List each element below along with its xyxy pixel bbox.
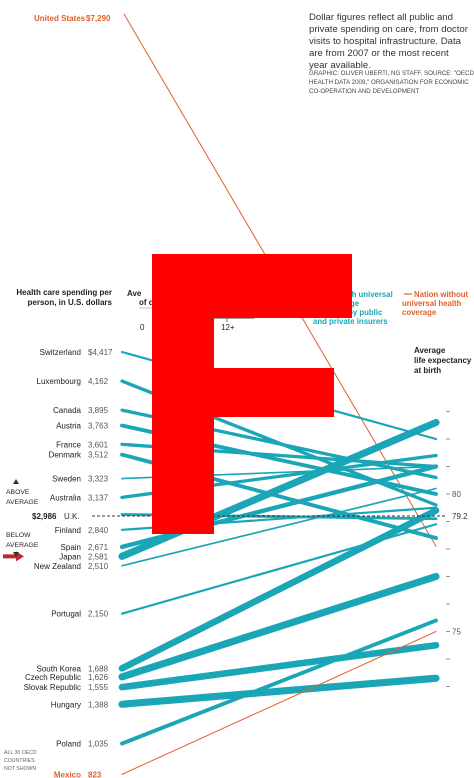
spending-value: 1,388	[88, 700, 109, 709]
average-spending-label: $2,986	[32, 512, 57, 521]
spending-value: 3,601	[88, 440, 109, 449]
country-label: Poland	[56, 740, 81, 749]
japan-arrow-icon	[3, 551, 24, 562]
country-label: Australia	[50, 493, 82, 502]
footnote-text: NOT SHOWN	[4, 766, 36, 772]
spending-value: 3,323	[88, 475, 109, 484]
country-label: Denmark	[49, 451, 82, 460]
country-label: Sweden	[52, 475, 81, 484]
average-life-label: 79.2	[452, 512, 468, 521]
country-label: Spain	[61, 543, 81, 552]
spending-value: 3,763	[88, 422, 109, 431]
spending-value: 1,688	[88, 664, 109, 673]
below-average-label: AVERAGE	[6, 542, 39, 549]
credit-text: GRAPHIC: OLIVER UBERTI, NG STAFF. SOURCE…	[309, 70, 474, 95]
average-country-label: U.K.	[64, 512, 80, 521]
legend-no-universal-text: Nation without	[414, 290, 469, 299]
above-average-label: AVERAGE	[6, 499, 39, 506]
country-label: Austria	[56, 422, 81, 431]
country-label: Hungary	[51, 700, 81, 709]
right-tick-label: 75	[452, 628, 461, 637]
above-average-label: ABOVE	[6, 489, 30, 496]
overlay-letter-f	[152, 254, 352, 534]
legend-no-universal-text: coverage	[402, 308, 437, 317]
note-text: Dollar figures reflect all public and pr…	[309, 12, 468, 71]
mid-header: Ave	[127, 289, 142, 298]
legend-universal-text: th universal	[349, 290, 393, 299]
country-label: France	[56, 440, 81, 449]
right-axis-header: at birth	[414, 366, 441, 375]
slope-line	[120, 618, 438, 746]
slope-line	[118, 507, 440, 672]
down-arrow-icon	[13, 552, 19, 557]
us-label: United States	[34, 14, 86, 23]
right-axis-header: life expectancy	[414, 356, 472, 365]
left-axis-header: Health care spending per person, in U.S.…	[16, 288, 112, 307]
spending-value: 3,512	[88, 451, 109, 460]
slope-line	[118, 572, 440, 681]
legend-universal-text: and private insurers	[313, 317, 388, 326]
scale-label-max: 12+	[221, 323, 235, 332]
spending-value: 2,150	[88, 610, 109, 619]
slope-line	[118, 641, 440, 691]
country-label: Mexico	[54, 770, 81, 778]
country-label: South Korea	[37, 664, 82, 673]
us-value: $7,290	[86, 14, 111, 23]
up-arrow-icon	[13, 479, 19, 484]
spending-value: 823	[88, 770, 102, 778]
scale-label-zero: 0	[140, 323, 145, 332]
slope-line	[118, 674, 440, 708]
slope-line	[121, 631, 437, 775]
slope-line	[118, 418, 440, 560]
country-label: Portugal	[51, 610, 81, 619]
country-label: Luxembourg	[37, 377, 81, 386]
country-label: New Zealand	[34, 562, 81, 571]
below-average-label: BELOW	[6, 532, 31, 539]
spending-value: $4,417	[88, 348, 113, 357]
spending-value: 1,626	[88, 673, 109, 682]
country-label: Japan	[59, 552, 81, 561]
spending-value: 4,162	[88, 377, 109, 386]
spending-value: 2,510	[88, 562, 109, 571]
mid-header-cont: of d	[139, 298, 154, 307]
footnote-text: ALL 30 OECD	[4, 750, 37, 756]
spending-value: 2,671	[88, 543, 109, 552]
spending-value: 3,895	[88, 406, 109, 415]
spending-value: 1,555	[88, 683, 109, 692]
slope-line	[121, 487, 437, 567]
right-tick-label: 80	[452, 490, 461, 499]
spending-value: 2,581	[88, 552, 109, 561]
right-axis-header: Average	[414, 346, 446, 355]
legend-no-universal-text: universal health	[402, 299, 462, 308]
country-label: Canada	[53, 406, 82, 415]
spending-value: 1,035	[88, 740, 109, 749]
spending-value: 2,840	[88, 526, 109, 535]
country-label: Switzerland	[40, 348, 81, 357]
footnote-text: COUNTRIES	[4, 758, 35, 764]
country-label: Slovak Republic	[24, 683, 81, 692]
country-label: Czech Republic	[25, 673, 81, 682]
spending-value: 3,137	[88, 493, 109, 502]
country-label: Finland	[55, 526, 81, 535]
